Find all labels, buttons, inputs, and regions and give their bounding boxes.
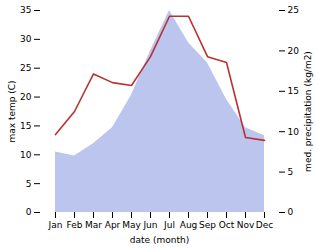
svg-text:25: 25 — [288, 5, 299, 15]
svg-text:May: May — [122, 220, 141, 230]
svg-text:20: 20 — [20, 92, 32, 102]
svg-text:Jul: Jul — [163, 220, 175, 230]
svg-text:5: 5 — [288, 167, 294, 177]
svg-text:Apr: Apr — [105, 220, 121, 230]
svg-text:0: 0 — [288, 207, 294, 217]
svg-text:Oct: Oct — [219, 220, 235, 230]
svg-text:Jun: Jun — [142, 220, 157, 230]
svg-text:Sep: Sep — [199, 220, 216, 230]
svg-text:15: 15 — [20, 121, 31, 131]
svg-text:Feb: Feb — [67, 220, 83, 230]
svg-text:date (month): date (month) — [130, 235, 189, 245]
svg-text:35: 35 — [20, 5, 31, 15]
svg-text:20: 20 — [288, 46, 300, 56]
svg-text:Nov: Nov — [237, 220, 255, 230]
svg-text:10: 10 — [288, 127, 300, 137]
svg-text:5: 5 — [26, 179, 32, 189]
svg-text:med. precipitation (kg/m2): med. precipitation (kg/m2) — [303, 51, 313, 172]
svg-text:Aug: Aug — [180, 220, 198, 230]
svg-text:0: 0 — [26, 207, 32, 217]
svg-text:15: 15 — [288, 86, 299, 96]
svg-text:Jan: Jan — [48, 220, 63, 230]
svg-text:Dec: Dec — [256, 220, 273, 230]
svg-text:Mar: Mar — [85, 220, 102, 230]
svg-text:10: 10 — [20, 150, 32, 160]
svg-text:25: 25 — [20, 63, 31, 73]
svg-text:30: 30 — [20, 34, 32, 44]
svg-text:max temp (C): max temp (C) — [7, 80, 17, 142]
